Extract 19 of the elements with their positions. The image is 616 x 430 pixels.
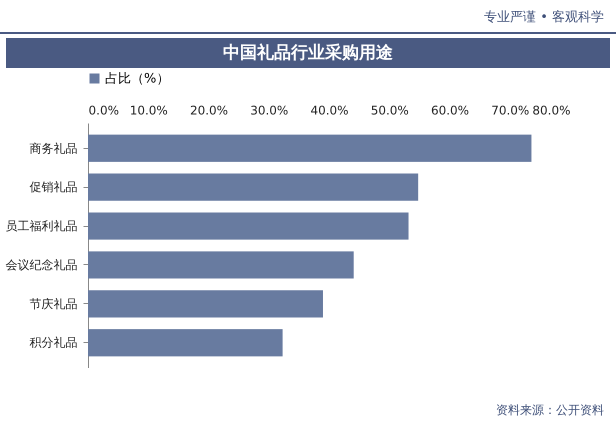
x-tick-label: 10.0% bbox=[130, 104, 168, 118]
x-tick-label: 20.0% bbox=[190, 104, 228, 118]
x-tick-label: 30.0% bbox=[250, 104, 288, 118]
y-tick-label: 促销礼品 bbox=[30, 180, 78, 194]
y-tick-label: 积分礼品 bbox=[30, 336, 78, 350]
x-tick-label: 80.0% bbox=[532, 104, 570, 118]
legend-label: 占比（%） bbox=[105, 72, 170, 86]
chart-title: 中国礼品行业采购用途 bbox=[6, 38, 610, 68]
x-tick-label: 60.0% bbox=[430, 104, 470, 118]
text: 资料来源：公开资料 bbox=[496, 402, 604, 419]
x-tick-label: 50.0% bbox=[370, 104, 409, 118]
y-tick-label: 会议纪念礼品 bbox=[6, 258, 78, 272]
y-tick-label: 节庆礼品 bbox=[30, 296, 78, 311]
text: 专业严谨 • 客观科学 bbox=[484, 9, 604, 26]
x-tick-label: 0.0% bbox=[88, 104, 119, 118]
x-tick-label: 40.0% bbox=[310, 104, 349, 118]
x-tick-label: 70.0% bbox=[491, 104, 530, 118]
y-tick-label: 商务礼品 bbox=[30, 141, 78, 156]
y-tick-label: 员工福利礼品 bbox=[6, 219, 78, 234]
